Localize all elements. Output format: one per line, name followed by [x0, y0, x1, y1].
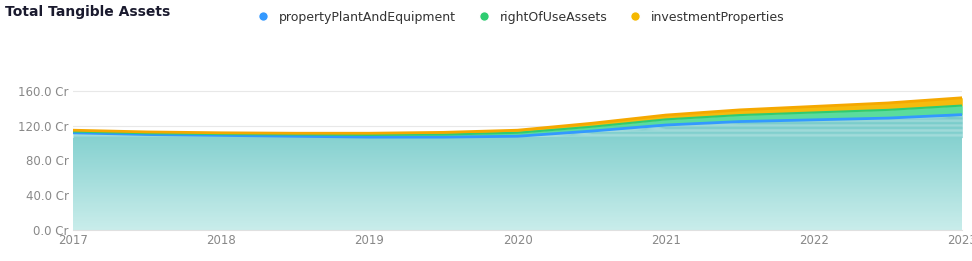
Legend: propertyPlantAndEquipment, rightOfUseAssets, investmentProperties: propertyPlantAndEquipment, rightOfUseAss…	[245, 6, 790, 29]
Text: Total Tangible Assets: Total Tangible Assets	[5, 5, 170, 19]
